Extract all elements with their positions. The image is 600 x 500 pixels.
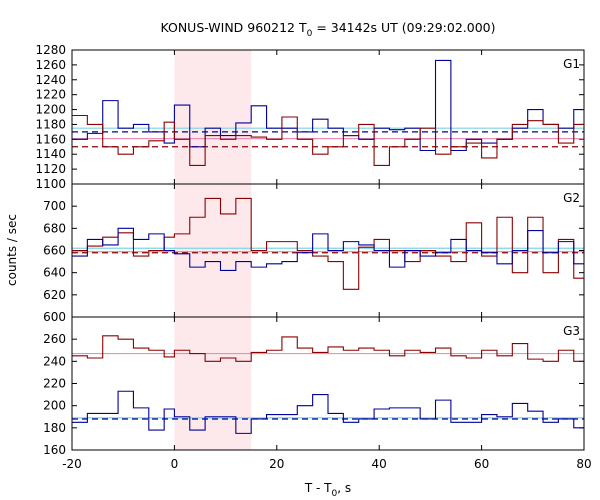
y-tick-label: 180	[43, 421, 66, 435]
series-red-step	[72, 335, 584, 362]
y-tick-label: 1240	[35, 73, 66, 87]
y-tick-label: 700	[43, 199, 66, 213]
x-tick-label: 20	[269, 457, 284, 471]
panel-g1: 1100112011401160118012001220124012601280…	[35, 43, 585, 191]
series-blue-step	[72, 390, 584, 434]
chart-title: KONUS-WIND 960212 T0 = 34142s UT (09:29:…	[160, 20, 495, 39]
series-red-step	[72, 114, 584, 166]
x-tick-label: -20	[62, 457, 82, 471]
series-blue-step	[72, 227, 584, 271]
y-tick-label: 160	[43, 443, 66, 457]
x-axis-label: T - T0, s	[304, 481, 351, 499]
y-tick-label: 1260	[35, 58, 66, 72]
panel-g2: 600 620 640 660 680 700 G2	[43, 183, 585, 324]
y-tick-label: 680	[43, 221, 66, 235]
panel-frame	[71, 316, 585, 451]
series-blue-step	[72, 59, 584, 152]
y-tick-label: 240	[43, 354, 66, 368]
x-tick-label: 0	[171, 457, 179, 471]
panel-g3: 160 180 200 220 240 260 G3	[43, 316, 585, 457]
y-tick-label: 200	[43, 399, 66, 413]
y-tick-label: 600	[43, 310, 66, 324]
y-tick-label: 220	[43, 377, 66, 391]
y-tick-label: 1200	[35, 103, 66, 117]
panel-label-g2: G2	[563, 191, 580, 205]
y-tick-label: 1220	[35, 88, 66, 102]
panel-label-g1: G1	[563, 57, 580, 71]
y-tick-label: 1180	[35, 117, 66, 131]
panel-frame	[71, 49, 585, 185]
y-tick-label: 1280	[35, 43, 66, 57]
y-tick-label: 640	[43, 266, 66, 280]
y-tick-label: 660	[43, 244, 66, 258]
y-tick-label: 1100	[35, 177, 66, 191]
panel-label-g3: G3	[563, 324, 580, 338]
y-tick-label: 620	[43, 288, 66, 302]
y-axis-label: counts / sec	[5, 214, 19, 286]
y-tick-label: 260	[43, 332, 66, 346]
plot-layer: 1100112011401160118012001220124012601280…	[35, 43, 591, 471]
y-tick-label: 1140	[35, 147, 66, 161]
x-tick-label: 40	[372, 457, 387, 471]
highlight-band	[174, 50, 252, 450]
x-tick-label: 60	[474, 457, 489, 471]
x-tick-label: 80	[576, 457, 591, 471]
y-tick-label: 1120	[35, 162, 66, 176]
y-tick-label: 1160	[35, 132, 66, 146]
